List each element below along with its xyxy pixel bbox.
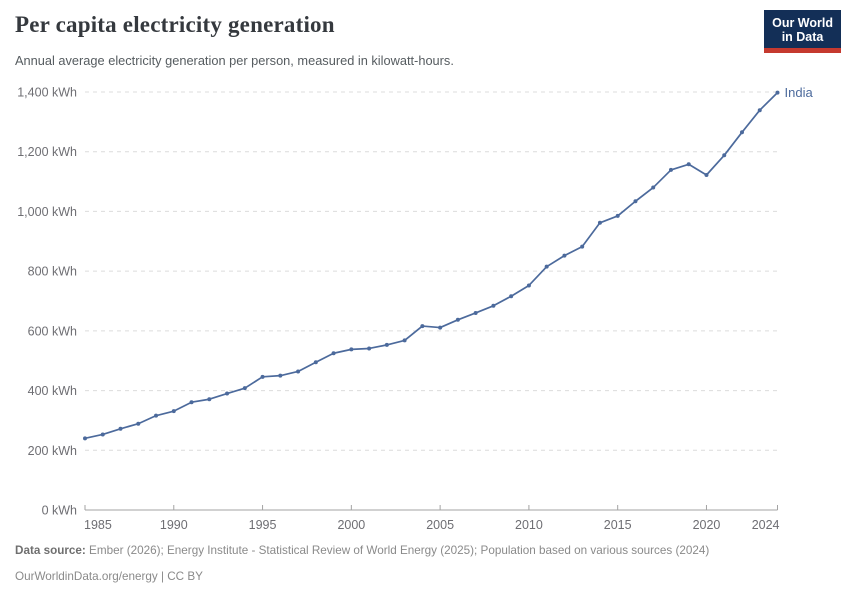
y-tick-label: 600 kWh	[28, 324, 77, 338]
data-point[interactable]	[384, 342, 389, 347]
data-point[interactable]	[260, 374, 265, 379]
y-tick-label: 800 kWh	[28, 265, 77, 279]
data-point[interactable]	[580, 244, 585, 249]
india-line[interactable]	[84, 91, 779, 440]
footer-source-line: Data source: Ember (2026); Energy Instit…	[15, 538, 709, 564]
data-point[interactable]	[313, 360, 318, 365]
data-point[interactable]	[367, 346, 372, 351]
data-point[interactable]	[278, 373, 283, 378]
x-tick-label: 1990	[160, 518, 188, 532]
data-point[interactable]	[739, 130, 744, 135]
data-point[interactable]	[349, 347, 354, 352]
data-point[interactable]	[544, 264, 549, 269]
page-title: Per capita electricity generation	[15, 12, 335, 37]
line-chart-canvas[interactable]: 0 kWh 200 kWh 400 kWh 600 kWh 800 kWh 1,000 k…	[0, 0, 850, 535]
y-tick-label: 1,400 kWh	[17, 86, 77, 100]
data-point[interactable]	[651, 185, 656, 190]
data-point[interactable]	[775, 90, 780, 95]
data-point[interactable]	[100, 432, 105, 437]
data-point[interactable]	[597, 220, 602, 225]
data-point[interactable]	[526, 283, 531, 288]
x-tick-label: 2010	[515, 518, 543, 532]
owid-logo[interactable]: Our World in Data	[764, 10, 841, 53]
data-point[interactable]	[722, 153, 727, 158]
data-point[interactable]	[704, 173, 709, 178]
chart-subtitle: Annual average electricity generation pe…	[15, 53, 454, 68]
y-tick-label: 400 kWh	[28, 384, 77, 398]
data-point[interactable]	[438, 325, 443, 330]
data-point[interactable]	[420, 324, 425, 329]
x-tick-label: 1995	[249, 518, 277, 532]
chart-footer: Data source: Ember (2026); Energy Instit…	[15, 538, 709, 589]
footer-links: OurWorldinData.org/energy | CC BY	[15, 569, 203, 583]
data-point[interactable]	[136, 421, 141, 426]
source-text: Ember (2026); Energy Institute - Statist…	[85, 544, 710, 557]
data-point[interactable]	[473, 310, 478, 315]
y-tick-label: 1,200 kWh	[17, 145, 77, 159]
data-point[interactable]	[562, 253, 567, 258]
y-tick-label: 0 kWh	[42, 504, 77, 518]
data-point[interactable]	[83, 436, 87, 441]
x-tick-label: 1985	[84, 518, 112, 532]
data-point[interactable]	[225, 391, 230, 396]
data-point[interactable]	[118, 426, 123, 431]
data-point[interactable]	[455, 317, 460, 322]
data-point[interactable]	[615, 213, 620, 218]
data-point[interactable]	[757, 108, 762, 113]
data-point[interactable]	[668, 167, 673, 172]
data-point[interactable]	[686, 162, 691, 167]
data-point[interactable]	[296, 369, 301, 374]
series-label-india[interactable]: India	[785, 85, 814, 100]
source-label: Data source:	[15, 544, 86, 557]
y-tick-label: 1,000 kWh	[17, 205, 77, 219]
data-point[interactable]	[633, 199, 638, 204]
x-tick-label: 2000	[337, 518, 365, 532]
data-point[interactable]	[491, 303, 496, 308]
data-point[interactable]	[402, 338, 407, 343]
logo-line1: Our World	[772, 16, 833, 30]
data-point[interactable]	[154, 413, 159, 418]
x-tick-label: 2005	[426, 518, 454, 532]
y-tick-label: 200 kWh	[28, 444, 77, 458]
data-point[interactable]	[189, 400, 194, 405]
x-tick-label: 2020	[693, 518, 721, 532]
x-tick-label: 2024	[752, 518, 780, 532]
data-point[interactable]	[509, 294, 514, 299]
data-point[interactable]	[242, 386, 247, 391]
logo-line2: in Data	[781, 30, 824, 44]
data-point[interactable]	[171, 409, 176, 414]
data-point[interactable]	[331, 351, 336, 356]
x-tick-label: 2015	[604, 518, 632, 532]
data-point[interactable]	[207, 397, 212, 402]
